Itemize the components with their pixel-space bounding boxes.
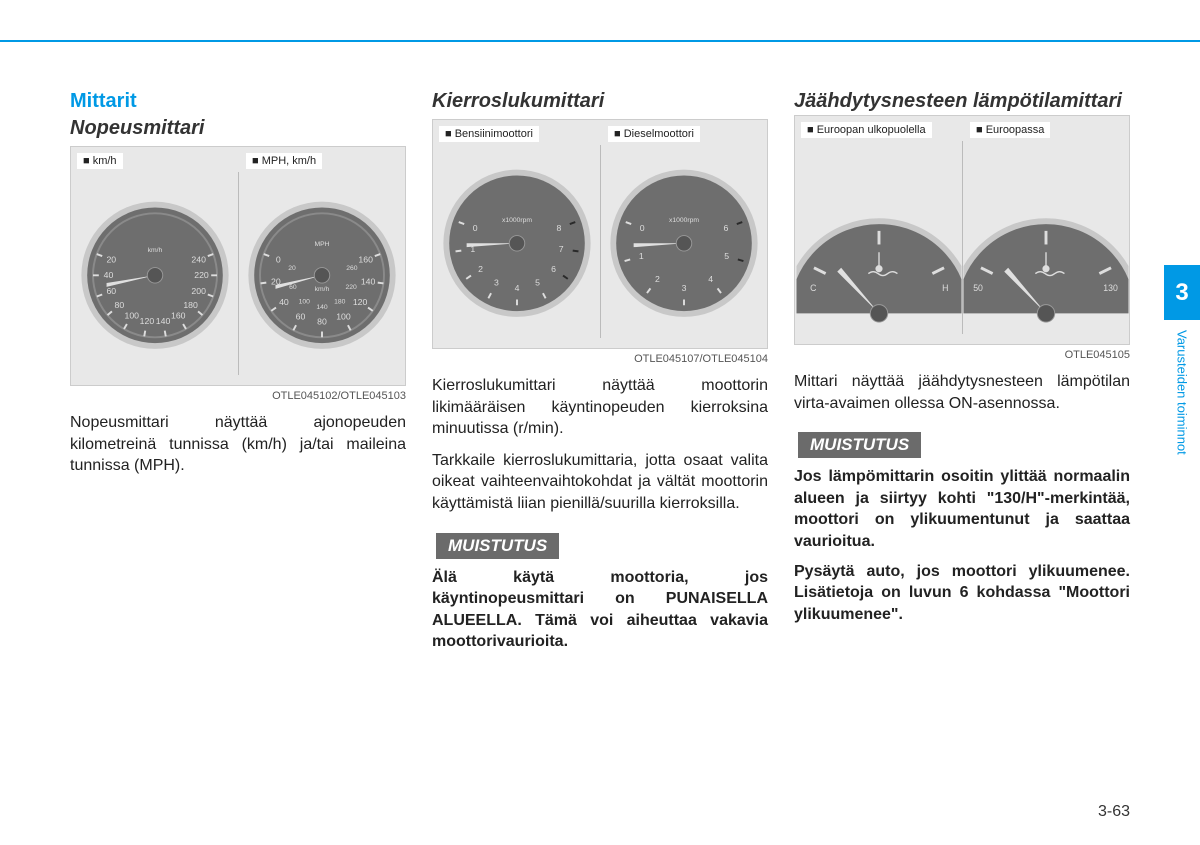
temp-notice-text-2: Pysäytä auto, jos moottori ylikuumenee. … <box>794 561 1130 626</box>
temp-ch-gauge: C H <box>796 160 961 345</box>
temp-notice-text-1: Jos lämpömittarin osoitin ylittää normaa… <box>794 466 1130 552</box>
svg-text:220: 220 <box>194 270 209 280</box>
svg-text:140: 140 <box>316 304 328 311</box>
col-tachometer: Kierroslukumittari ■ Bensiinimoottori ■ … <box>432 90 768 653</box>
temp-50-mark: 50 <box>973 283 983 293</box>
svg-text:140: 140 <box>155 316 170 326</box>
svg-text:80: 80 <box>114 300 124 310</box>
svg-text:240: 240 <box>191 254 206 264</box>
section-title: Mittarit <box>70 90 406 113</box>
svg-text:160: 160 <box>358 254 373 264</box>
svg-text:120: 120 <box>352 297 367 307</box>
svg-text:1: 1 <box>638 251 643 261</box>
svg-text:3: 3 <box>494 278 499 288</box>
svg-text:4: 4 <box>514 283 519 293</box>
svg-text:x1000rpm: x1000rpm <box>501 217 531 224</box>
svg-text:6: 6 <box>723 223 728 233</box>
speedo-text: Nopeusmittari näyttää ajonopeuden kilome… <box>70 412 406 477</box>
tacho-text-1: Kierroslukumittari näyttää moottorin lik… <box>432 375 768 440</box>
svg-text:120: 120 <box>139 316 154 326</box>
svg-text:3: 3 <box>681 283 686 293</box>
svg-text:7: 7 <box>558 244 563 254</box>
temp-left: C H <box>795 116 962 344</box>
speedo-mph-gauge: MPH km/h 0204060801001201401602060100140… <box>244 198 399 353</box>
svg-text:100: 100 <box>298 299 310 306</box>
temp-heading: Jäähdytysnesteen lämpötilamittari <box>794 90 1130 113</box>
tacho-diesel-gauge: x1000rpm 0 1 2 3 4 5 6 <box>606 166 761 321</box>
svg-text:0: 0 <box>472 223 477 233</box>
chapter-side-text: Varusteiden toiminnot <box>1175 330 1190 455</box>
chapter-number: 3 <box>1175 279 1188 307</box>
tacho-petrol-gauge: x1000rpm 012345678 <box>439 166 594 321</box>
svg-text:2: 2 <box>654 274 659 284</box>
svg-text:20: 20 <box>288 265 296 272</box>
svg-text:5: 5 <box>535 278 540 288</box>
col-speedometer: Mittarit Nopeusmittari ■ km/h ■ MPH, km/… <box>70 90 406 653</box>
page-content: Mittarit Nopeusmittari ■ km/h ■ MPH, km/… <box>70 90 1130 653</box>
chapter-side-label: Varusteiden toiminnot <box>1164 330 1200 458</box>
svg-text:80: 80 <box>317 317 327 327</box>
temp-num-gauge: 50 130 <box>963 160 1128 345</box>
speedo-right: MPH km/h 0204060801001201401602060100140… <box>238 147 405 385</box>
tacho-notice-label: MUISTUTUS <box>432 533 559 559</box>
speedo-figure: ■ km/h ■ MPH, km/h km/h 2040608010012014… <box>70 146 406 386</box>
col-coolant: Jäähdytysnesteen lämpötilamittari ■ Euro… <box>794 90 1130 653</box>
svg-text:0: 0 <box>639 223 644 233</box>
speedo-caption: OTLE045102/OTLE045103 <box>70 390 406 402</box>
temp-figure: ■ Euroopan ulkopuolella ■ Euroopassa C H <box>794 115 1130 345</box>
svg-text:180: 180 <box>183 300 198 310</box>
svg-text:60: 60 <box>295 311 305 321</box>
tacho-text-2: Tarkkaile kierroslukumittaria, jotta osa… <box>432 450 768 515</box>
tacho-left: x1000rpm 012345678 <box>433 120 600 348</box>
svg-text:km/h: km/h <box>147 247 162 254</box>
tacho-right: x1000rpm 0 1 2 3 4 5 6 <box>600 120 767 348</box>
tacho-caption: OTLE045107/OTLE045104 <box>432 353 768 365</box>
svg-text:5: 5 <box>724 251 729 261</box>
temp-c-mark: C <box>810 283 816 293</box>
svg-text:60: 60 <box>289 284 297 291</box>
svg-text:200: 200 <box>191 286 206 296</box>
tacho-heading: Kierroslukumittari <box>432 90 768 113</box>
svg-text:MPH: MPH <box>314 241 329 248</box>
svg-text:km/h: km/h <box>314 286 329 293</box>
chapter-tab: 3 <box>1164 265 1200 320</box>
svg-text:8: 8 <box>556 223 561 233</box>
speedo-heading: Nopeusmittari <box>70 117 406 140</box>
tacho-figure: ■ Bensiinimoottori ■ Dieselmoottori x100… <box>432 119 768 349</box>
svg-text:x1000rpm: x1000rpm <box>668 217 698 224</box>
svg-text:160: 160 <box>170 310 185 320</box>
svg-text:40: 40 <box>279 297 289 307</box>
temp-right: 50 130 <box>962 116 1129 344</box>
page-number: 3-63 <box>1098 803 1130 821</box>
temp-text: Mittari näyttää jäähdytysnesteen lämpöti… <box>794 371 1130 414</box>
svg-text:60: 60 <box>106 286 116 296</box>
header-rule <box>0 40 1200 42</box>
svg-text:220: 220 <box>345 284 357 291</box>
svg-text:6: 6 <box>551 264 556 274</box>
svg-text:4: 4 <box>708 274 713 284</box>
tacho-notice-text: Älä käytä moottoria, jos käyntinopeusmit… <box>432 567 768 653</box>
speedo-kmh-gauge: km/h 20 40 60 80100120140160180 200 220 240 <box>77 198 232 353</box>
svg-text:40: 40 <box>103 270 113 280</box>
temp-caption: OTLE045105 <box>794 349 1130 361</box>
svg-text:100: 100 <box>124 310 139 320</box>
temp-notice-label: MUISTUTUS <box>794 432 921 458</box>
temp-130-mark: 130 <box>1103 283 1118 293</box>
svg-text:100: 100 <box>336 311 351 321</box>
svg-text:260: 260 <box>346 265 358 272</box>
svg-text:140: 140 <box>360 276 375 286</box>
svg-text:0: 0 <box>275 254 280 264</box>
svg-text:2: 2 <box>478 264 483 274</box>
svg-text:20: 20 <box>106 254 116 264</box>
speedo-left: km/h 20 40 60 80100120140160180 200 220 240 <box>71 147 238 385</box>
temp-h-mark: H <box>942 283 948 293</box>
svg-text:180: 180 <box>334 299 346 306</box>
